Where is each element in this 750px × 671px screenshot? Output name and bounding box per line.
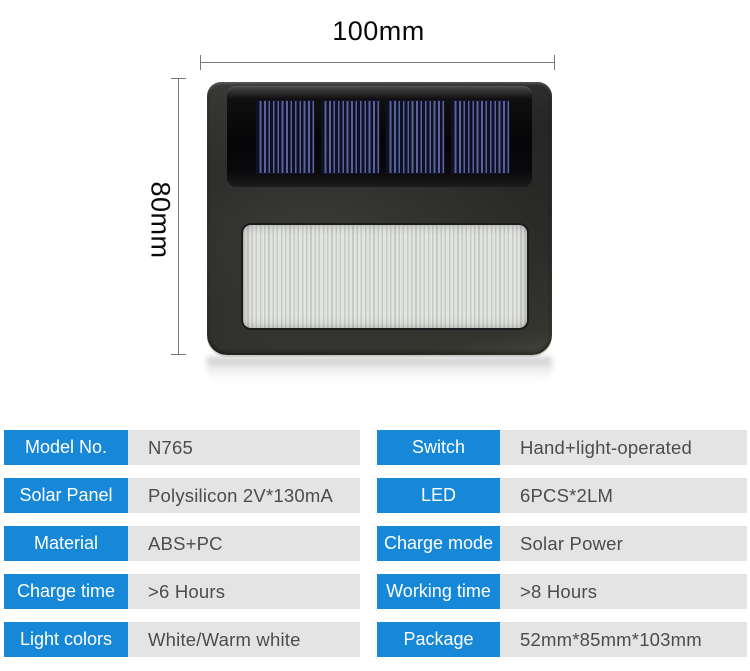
spec-row: Material ABS+PC (4, 526, 360, 561)
solar-cell-array (256, 100, 510, 174)
spec-row: Charge mode Solar Power (377, 526, 747, 561)
spec-value: Solar Power (500, 526, 747, 561)
solar-cell (386, 100, 445, 174)
width-dimension-label: 100mm (332, 16, 425, 46)
spec-value: Hand+light-operated (500, 430, 747, 465)
spec-table-left: Model No. N765 Solar Panel Polysilicon 2… (4, 430, 360, 670)
spec-value: White/Warm white (128, 622, 360, 657)
spec-label: Charge mode (377, 526, 500, 561)
spec-value: Polysilicon 2V*130mA (128, 478, 360, 513)
spec-row: Working time >8 Hours (377, 574, 747, 609)
height-dimension-label: 80mm (145, 181, 176, 259)
solar-cell (451, 100, 510, 174)
spec-label: Solar Panel (4, 478, 128, 513)
spec-value: 52mm*85mm*103mm (500, 622, 747, 657)
spec-row: Solar Panel Polysilicon 2V*130mA (4, 478, 360, 513)
spec-value: >8 Hours (500, 574, 747, 609)
width-dimension-line (200, 55, 555, 70)
spec-label: Charge time (4, 574, 128, 609)
product-photo (207, 82, 552, 355)
spec-row: Model No. N765 (4, 430, 360, 465)
led-diffuser (243, 225, 527, 328)
spec-label: Switch (377, 430, 500, 465)
height-dimension-line (171, 78, 186, 355)
spec-value: N765 (128, 430, 360, 465)
spec-table-right: Switch Hand+light-operated LED 6PCS*2LM … (377, 430, 747, 670)
solar-cell (321, 100, 380, 174)
spec-value: 6PCS*2LM (500, 478, 747, 513)
product-reflection (207, 357, 552, 385)
spec-row: Package 52mm*85mm*103mm (377, 622, 747, 657)
spec-label: Material (4, 526, 128, 561)
spec-row: Switch Hand+light-operated (377, 430, 747, 465)
spec-row: Charge time >6 Hours (4, 574, 360, 609)
spec-label: Working time (377, 574, 500, 609)
spec-value: >6 Hours (128, 574, 360, 609)
solar-cell (256, 100, 315, 174)
spec-row: LED 6PCS*2LM (377, 478, 747, 513)
spec-label: Package (377, 622, 500, 657)
spec-value: ABS+PC (128, 526, 360, 561)
spec-row: Light colors White/Warm white (4, 622, 360, 657)
solar-panel (227, 86, 532, 187)
spec-label: Model No. (4, 430, 128, 465)
spec-label: Light colors (4, 622, 128, 657)
spec-label: LED (377, 478, 500, 513)
